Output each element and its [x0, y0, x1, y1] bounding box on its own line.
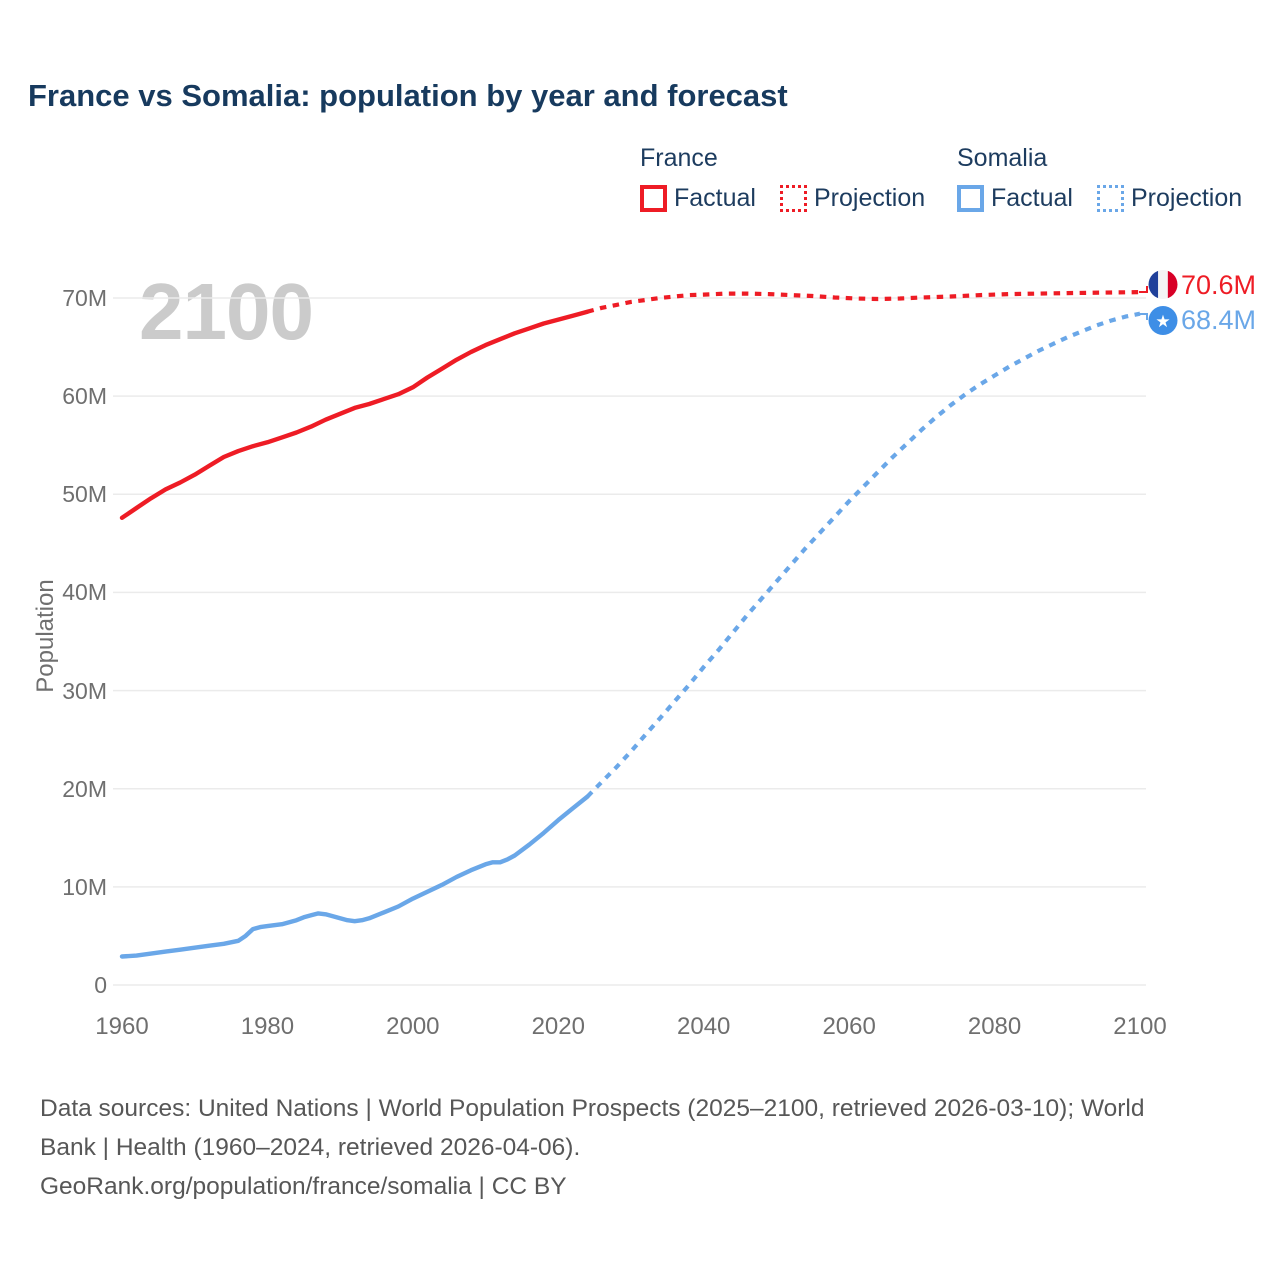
legend-item-label: Projection	[1130, 184, 1243, 212]
somalia-label-connector	[1136, 313, 1148, 320]
footer-line: Data sources: United Nations | World Pop…	[40, 1095, 1145, 1122]
x-tick-label: 2020	[531, 1013, 585, 1040]
y-tick-label: 40M	[62, 579, 107, 606]
footer-line: GeoRank.org/population/france/somalia | …	[40, 1173, 567, 1200]
legend-row: Factual Projection	[957, 184, 1242, 213]
somalia-factual-line	[119, 794, 590, 959]
legend-item-france-projection: Projection	[779, 184, 926, 213]
y-tick-label: 50M	[62, 481, 107, 508]
legend-header-france: France	[640, 144, 718, 172]
y-tick-label: 60M	[62, 383, 107, 410]
watermark-year: 2100	[139, 267, 314, 356]
x-tick-label: 2100	[1113, 1013, 1167, 1040]
footer-line: Bank | Health (1960–2024, retrieved 2026…	[40, 1134, 581, 1161]
legend-group-france: France Factual Projection	[640, 144, 925, 213]
x-tick-label: 2000	[386, 1013, 440, 1040]
legend-item-france-factual: Factual	[640, 184, 756, 213]
somalia-factual-swatch-icon	[957, 185, 984, 212]
somalia-end-value-label: 68.4M	[1181, 305, 1257, 335]
somalia-projection-line	[585, 311, 1141, 799]
series-lines	[119, 290, 1141, 959]
legend-item-somalia-projection: Projection	[1096, 184, 1243, 213]
somalia-flag-icon: ★	[1148, 306, 1178, 335]
x-tick-label: 1980	[240, 1013, 295, 1040]
page-title: France vs Somalia: population by year an…	[28, 78, 788, 113]
y-tick-label: 10M	[62, 873, 107, 900]
y-tick-label: 70M	[62, 285, 107, 311]
france-projection-line	[586, 290, 1141, 314]
x-tick-label: 1960	[95, 1013, 149, 1040]
y-tick-label: 0	[94, 972, 107, 998]
x-tick-label: 2080	[967, 1013, 1022, 1040]
legend-item-label: Factual	[674, 184, 756, 212]
gridlines	[113, 297, 1146, 986]
x-tick-label: 2040	[677, 1013, 731, 1040]
data-sources-footer: Data sources: United Nations | World Pop…	[40, 1089, 1144, 1206]
legend-item-label: Factual	[991, 184, 1073, 212]
y-tick-label: 30M	[62, 677, 107, 704]
france-flag-icon	[1148, 270, 1178, 299]
legend-group-somalia: Somalia Factual Projection	[957, 144, 1242, 213]
x-tick-label: 2060	[822, 1013, 876, 1040]
france-factual-line	[119, 309, 590, 520]
france-projection-swatch-icon	[779, 185, 807, 212]
svg-text:★: ★	[1155, 312, 1170, 332]
legend-row: Factual Projection	[640, 184, 925, 213]
legend-item-label: Projection	[813, 184, 926, 212]
somalia-projection-swatch-icon	[1096, 185, 1124, 212]
france-end-value-label: 70.6M	[1181, 270, 1257, 300]
legend-item-somalia-factual: Factual	[957, 184, 1073, 213]
y-tick-label: 20M	[62, 775, 107, 802]
france-label-connector	[1139, 286, 1148, 293]
legend-header-somalia: Somalia	[957, 144, 1048, 172]
france-factual-swatch-icon	[640, 185, 667, 212]
